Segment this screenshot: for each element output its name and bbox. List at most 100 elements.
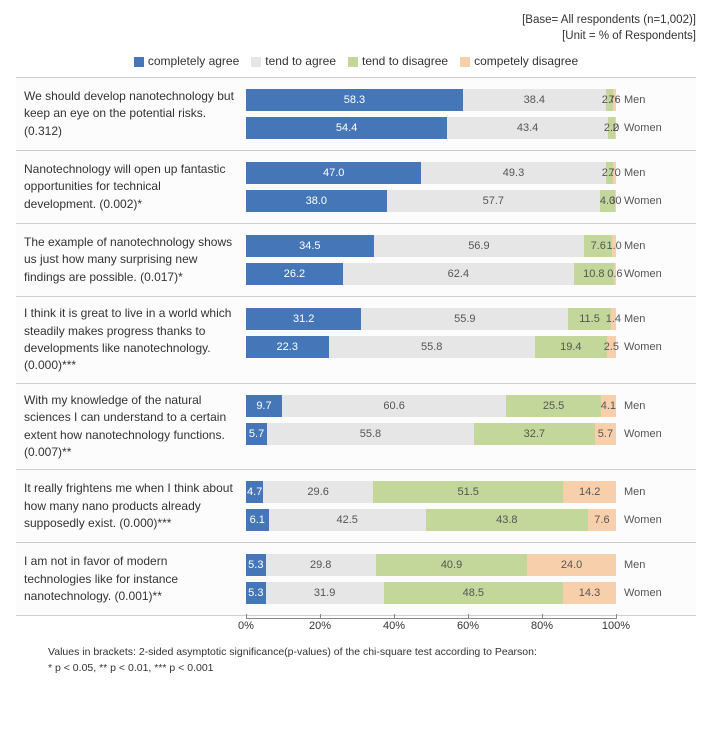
statement-block: With my knowledge of the natural science… (16, 383, 696, 471)
bar-track: 5.755.832.75.7 (246, 423, 616, 445)
x-axis: 0%20%40%60%80%100% (16, 618, 696, 639)
segment-value: 5.3 (248, 587, 263, 599)
bar-segment: 24.0 (527, 554, 616, 576)
segment-value: 31.9 (314, 587, 335, 599)
legend-label: competely disagree (474, 54, 578, 68)
bar-segment: 7.6 (588, 509, 616, 531)
bar-track: 9.7 60.6 25.54.1 (246, 395, 616, 417)
segment-value: 2.5 (604, 341, 619, 353)
legend-swatch (251, 57, 261, 67)
statement-label: We should develop nanotechnology but kee… (16, 78, 246, 150)
legend-item: tend to disagree (348, 54, 448, 68)
bar-segment: 4.1 (601, 395, 616, 417)
bar-row: 38.057.74.030Women (246, 189, 696, 213)
segment-value: 60.6 (383, 400, 404, 412)
axis-tick-label: 20% (309, 620, 331, 632)
segment-value: 57.7 (483, 195, 504, 207)
bars-column: 58.338.42.076Men54.443.42.02Women (246, 78, 696, 150)
statements-container: We should develop nanotechnology but kee… (16, 77, 696, 616)
segment-value: 38.4 (524, 94, 545, 106)
demographic-label: Men (616, 167, 680, 179)
statement-block: I think it is great to live in a world w… (16, 296, 696, 384)
bar-segment: 2.5 (607, 336, 616, 358)
bar-track: 47.049.32.170 (246, 162, 616, 184)
segment-value: 19.4 (560, 341, 581, 353)
axis-tick-label: 0% (238, 620, 254, 632)
axis-tick (616, 614, 617, 619)
bar-segment: 5.3 (246, 582, 266, 604)
bar-segment: 26.2 (246, 263, 343, 285)
bar-segment: 6.1 (246, 509, 269, 531)
bar-row: 5.329.840.924.0Men (246, 553, 696, 577)
segment-value: 1.4 (606, 313, 621, 325)
segment-value: 51.5 (457, 486, 478, 498)
bar-segment: 47.0 (246, 162, 421, 184)
bars-column: 9.760.625.54.1Men5.755.832.75.7Women (246, 384, 696, 470)
segment-value: 56.9 (468, 240, 489, 252)
segment-value: 7.6 (591, 240, 606, 252)
bar-row: 6.142.543.87.6Women (246, 508, 696, 532)
segment-value: 49.3 (503, 167, 524, 179)
segment-value: 4.1 (601, 400, 616, 412)
statement-label: I am not in favor of modern technologies… (16, 543, 246, 615)
segment-value: 38.0 (306, 195, 327, 207)
bar-segment: 43.4 (447, 117, 608, 139)
bar-segment: 22.3 (246, 336, 329, 358)
statement-block: Nanotechnology will open up fantastic op… (16, 150, 696, 224)
meta-base: [Base= All respondents (n=1,002)] (16, 12, 696, 28)
demographic-label: Women (616, 122, 680, 134)
segment-value: 14.2 (579, 486, 600, 498)
bar-segment: 9.7 (246, 395, 282, 417)
footnote-line2: * p < 0.05, ** p < 0.01, *** p < 0.001 (48, 661, 696, 677)
segment-value: 76 (608, 94, 620, 106)
legend-item: tend to agree (251, 54, 336, 68)
bar-segment: 56.9 (374, 235, 585, 257)
x-axis-line: 0%20%40%60%80%100% (246, 618, 616, 639)
demographic-label: Women (616, 587, 680, 599)
bar-segment: 55.9 (361, 308, 568, 330)
bar-track: 58.338.42.076 (246, 89, 616, 111)
legend-label: completely agree (148, 54, 239, 68)
demographic-label: Men (616, 94, 680, 106)
segment-value: 5.7 (598, 428, 613, 440)
chart-meta: [Base= All respondents (n=1,002)] [Unit … (16, 12, 696, 44)
legend-swatch (134, 57, 144, 67)
demographic-label: Men (616, 400, 680, 412)
bar-segment: 32.7 (474, 423, 595, 445)
bar-segment: 30 (615, 190, 616, 212)
segment-value: 48.5 (463, 587, 484, 599)
meta-unit: [Unit = % of Respondents] (16, 28, 696, 44)
bar-row: 34.556.97.61.0Men (246, 234, 696, 258)
bar-segment: 55.8 (329, 336, 535, 358)
bar-segment: 11.5 (568, 308, 611, 330)
segment-value: 42.5 (336, 514, 357, 526)
bar-segment: 5.7 (595, 423, 616, 445)
axis-tick (394, 614, 395, 619)
segment-value: 54.4 (336, 122, 357, 134)
segment-value: 31.2 (293, 313, 314, 325)
segment-value: 9.7 (256, 400, 271, 412)
demographic-label: Women (616, 514, 680, 526)
bar-row: 22.355.8 19.4 2.5Women (246, 335, 696, 359)
bar-segment: 31.2 (246, 308, 361, 330)
axis-tick-label: 80% (531, 620, 553, 632)
legend-item: completely agree (134, 54, 239, 68)
statement-block: The example of nanotechnology shows us j… (16, 223, 696, 297)
segment-value: 55.8 (360, 428, 381, 440)
demographic-label: Men (616, 559, 680, 571)
bar-segment: 38.0 (246, 190, 387, 212)
segment-value: 34.5 (299, 240, 320, 252)
segment-value: 29.8 (310, 559, 331, 571)
bar-segment: 55.8 (267, 423, 474, 445)
segment-value: 30 (609, 195, 621, 207)
statement-block: We should develop nanotechnology but kee… (16, 77, 696, 151)
bar-segment: 54.4 (246, 117, 447, 139)
bar-segment: 58.3 (246, 89, 463, 111)
bar-segment: 14.3 (563, 582, 616, 604)
bar-track: 31.255.911.51.4 (246, 308, 616, 330)
segment-value: 2 (613, 122, 619, 134)
statement-block: It really frightens me when I think abou… (16, 469, 696, 543)
bar-segment: 25.5 (506, 395, 600, 417)
footnote-line1: Values in brackets: 2-sided asymptotic s… (48, 645, 696, 661)
demographic-label: Women (616, 341, 680, 353)
